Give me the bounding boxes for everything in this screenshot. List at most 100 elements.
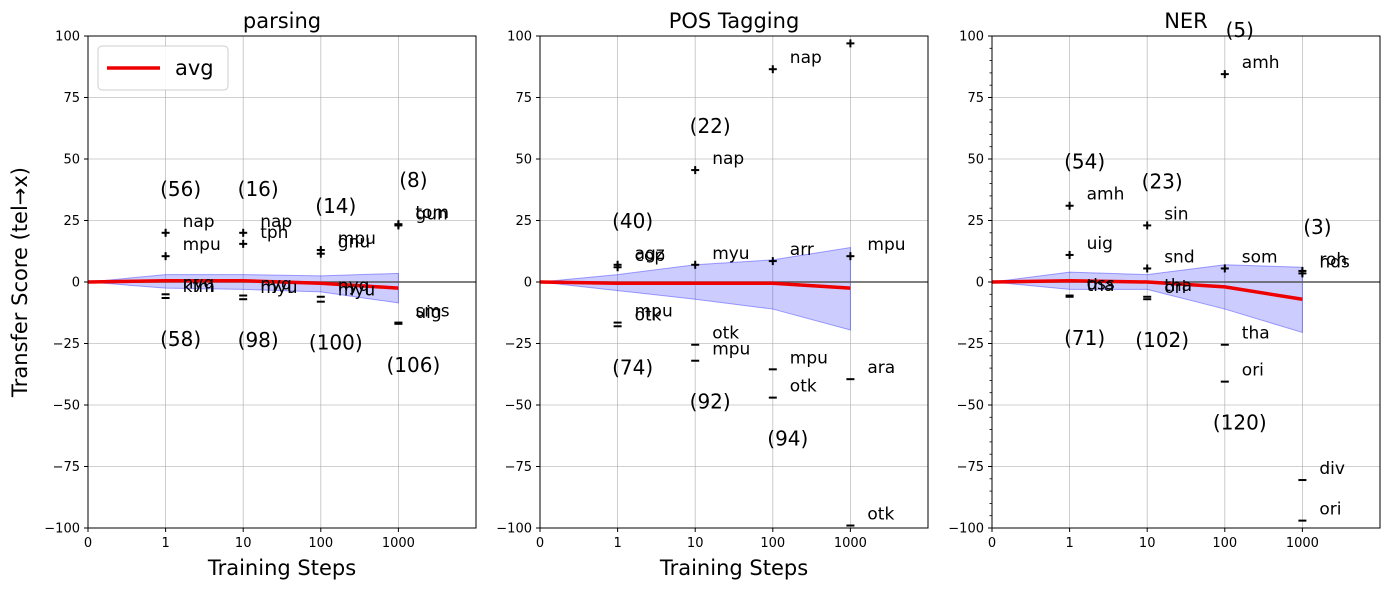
x-tick-label: 1000 — [1286, 536, 1319, 551]
language-label: sms — [415, 302, 449, 322]
bottom-count: (106) — [387, 353, 441, 377]
language-label: otk — [790, 377, 817, 397]
language-label: snd — [1164, 247, 1194, 267]
language-label: mpu — [338, 229, 376, 249]
x-tick-label: 0 — [988, 536, 996, 551]
language-label: agz — [635, 244, 665, 264]
bottom-count: (74) — [612, 355, 653, 379]
bottom-count: (102) — [1135, 328, 1189, 352]
y-tick-label: 75 — [967, 91, 984, 106]
language-label: amh — [1242, 53, 1280, 73]
x-tick-label: 0 — [536, 536, 544, 551]
language-label: uig — [1087, 234, 1113, 254]
std-band — [539, 246, 851, 331]
language-label: myu — [712, 244, 749, 264]
avg-line — [539, 280, 851, 290]
avg-line — [87, 279, 399, 290]
legend-label: avg — [175, 56, 214, 80]
x-axis-label: Training Steps — [659, 556, 808, 580]
bottom-count: (71) — [1064, 326, 1105, 350]
language-label: nyq — [183, 273, 215, 293]
y-tick-label: −100 — [44, 522, 80, 537]
x-tick-label: 1 — [1065, 536, 1073, 551]
language-label: mpu — [712, 340, 750, 360]
legend-box — [97, 45, 229, 91]
language-label: tph — [260, 223, 288, 243]
language-label: uig — [415, 303, 441, 323]
y-tick-label: −25 — [505, 337, 532, 352]
x-tick-label: 100 — [760, 536, 785, 551]
language-label: nyq — [260, 275, 292, 295]
x-tick-label: 0 — [84, 536, 92, 551]
y-tick-label: 50 — [515, 153, 532, 168]
y-tick-label: 75 — [63, 91, 80, 106]
language-label: otk — [635, 305, 662, 325]
bottom-count: (100) — [309, 331, 363, 355]
y-tick-label: 100 — [55, 30, 80, 45]
language-label: ori — [1242, 361, 1264, 381]
y-tick-label: −50 — [957, 399, 984, 414]
top-count: (23) — [1142, 169, 1183, 193]
y-tick-label: 50 — [967, 153, 984, 168]
language-label: kfm — [183, 277, 215, 297]
panel-title: parsing — [243, 9, 321, 33]
language-label: myu — [260, 278, 297, 298]
language-label: otk — [712, 324, 739, 344]
y-tick-label: −75 — [505, 460, 532, 475]
x-tick-label: 100 — [308, 536, 333, 551]
top-count: (56) — [160, 177, 201, 201]
x-tick-label: 10 — [1139, 536, 1156, 551]
top-count: (3) — [1303, 215, 1331, 239]
legend: avg — [97, 45, 229, 91]
language-label: tha — [1242, 324, 1270, 344]
language-label: ori — [1164, 278, 1186, 298]
language-label: nap — [183, 212, 215, 232]
y-tick-label: 0 — [72, 276, 80, 291]
x-tick-label: 1000 — [382, 536, 415, 551]
top-count: (14) — [315, 194, 356, 218]
y-tick-label: 75 — [515, 91, 532, 106]
language-label: div — [1319, 459, 1345, 479]
y-tick-label: −100 — [496, 522, 532, 537]
x-tick-label: 1 — [613, 536, 621, 551]
language-label: tha — [1164, 276, 1192, 296]
panel-1: napmpunyqkfm(56)(58)naptphnyqmyu(16)(98)… — [8, 9, 477, 580]
language-label: otk — [867, 505, 894, 525]
language-label: mpu — [635, 302, 673, 322]
language-label: mpu — [183, 235, 221, 255]
y-tick-label: −75 — [957, 460, 984, 475]
x-tick-label: 10 — [687, 536, 704, 551]
x-axis-label: Training Steps — [207, 556, 356, 580]
y-tick-label: 0 — [524, 276, 532, 291]
top-count: (8) — [399, 168, 427, 192]
avg-line — [991, 279, 1303, 301]
y-tick-label: −50 — [505, 399, 532, 414]
y-tick-label: 100 — [507, 30, 532, 45]
bottom-count: (120) — [1213, 411, 1267, 435]
panel-3: amhuigosstha(54)(71)sinsndthaori(23)(102… — [948, 9, 1381, 551]
language-label: tom — [415, 203, 449, 223]
language-label: ara — [867, 358, 895, 378]
language-label: myu — [338, 281, 375, 301]
language-label: nap — [712, 149, 744, 169]
top-count: (40) — [612, 209, 653, 233]
y-tick-label: 100 — [959, 30, 984, 45]
bottom-count: (94) — [767, 427, 808, 451]
y-tick-label: −25 — [957, 337, 984, 352]
language-label: mpu — [790, 348, 828, 368]
panel-title: POS Tagging — [669, 9, 800, 33]
top-count: (54) — [1064, 150, 1105, 174]
language-label: tha — [1087, 276, 1115, 296]
y-tick-label: −100 — [948, 522, 984, 537]
language-label: roh — [1319, 250, 1347, 270]
y-tick-label: −25 — [53, 337, 80, 352]
bottom-count: (58) — [160, 327, 201, 351]
language-label: nyq — [338, 276, 370, 296]
x-tick-label: 1000 — [834, 536, 867, 551]
y-tick-label: 25 — [967, 214, 984, 229]
x-tick-label: 100 — [1212, 536, 1237, 551]
x-tick-label: 10 — [235, 536, 252, 551]
top-count: (16) — [238, 177, 279, 201]
y-tick-label: 25 — [63, 214, 80, 229]
